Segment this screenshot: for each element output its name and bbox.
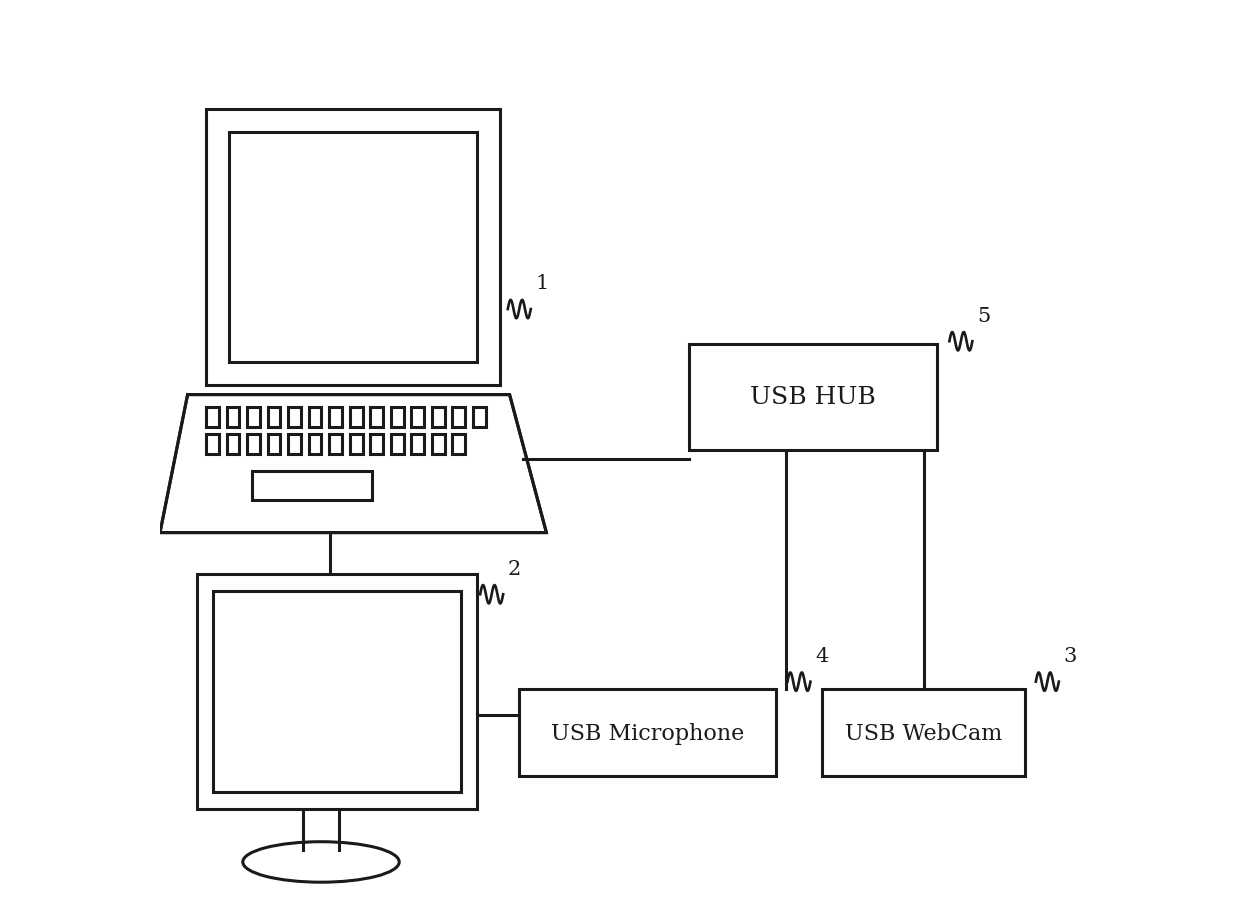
Bar [518, 689, 776, 777]
Bar [371, 407, 383, 427]
Bar [206, 110, 501, 386]
Bar [252, 471, 372, 501]
Bar [288, 407, 301, 427]
Bar [391, 435, 403, 455]
Bar [227, 407, 239, 427]
Bar [350, 435, 362, 455]
Bar [329, 407, 342, 427]
Bar [197, 574, 477, 809]
Text: 4: 4 [815, 646, 828, 665]
Bar [453, 407, 465, 427]
Bar [329, 435, 342, 455]
Text: USB HUB: USB HUB [750, 386, 877, 409]
Text: 2: 2 [507, 559, 521, 578]
Bar [432, 407, 445, 427]
Text: USB WebCam: USB WebCam [844, 722, 1002, 743]
Bar [412, 435, 424, 455]
Bar [689, 345, 937, 450]
Bar [371, 435, 383, 455]
Bar [412, 407, 424, 427]
Bar [309, 435, 321, 455]
Bar [247, 407, 260, 427]
Bar [472, 407, 486, 427]
Text: 5: 5 [977, 306, 991, 325]
Polygon shape [160, 395, 547, 533]
Text: 3: 3 [1064, 646, 1076, 665]
Text: 1: 1 [536, 274, 549, 293]
Bar [213, 591, 461, 792]
Bar [453, 435, 465, 455]
Bar [268, 435, 280, 455]
Bar [309, 407, 321, 427]
Bar [206, 407, 219, 427]
Bar [350, 407, 362, 427]
Bar [268, 407, 280, 427]
Bar [822, 689, 1024, 777]
Bar [432, 435, 445, 455]
Bar [229, 133, 477, 363]
Bar [206, 435, 219, 455]
Bar [227, 435, 239, 455]
Bar [391, 407, 403, 427]
Bar [247, 435, 260, 455]
Bar [288, 435, 301, 455]
Text: USB Microphone: USB Microphone [551, 722, 744, 743]
